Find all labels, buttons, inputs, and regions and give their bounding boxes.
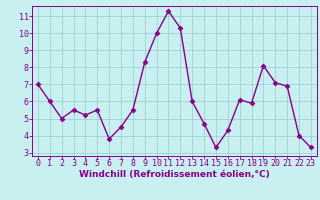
X-axis label: Windchill (Refroidissement éolien,°C): Windchill (Refroidissement éolien,°C) (79, 170, 270, 179)
